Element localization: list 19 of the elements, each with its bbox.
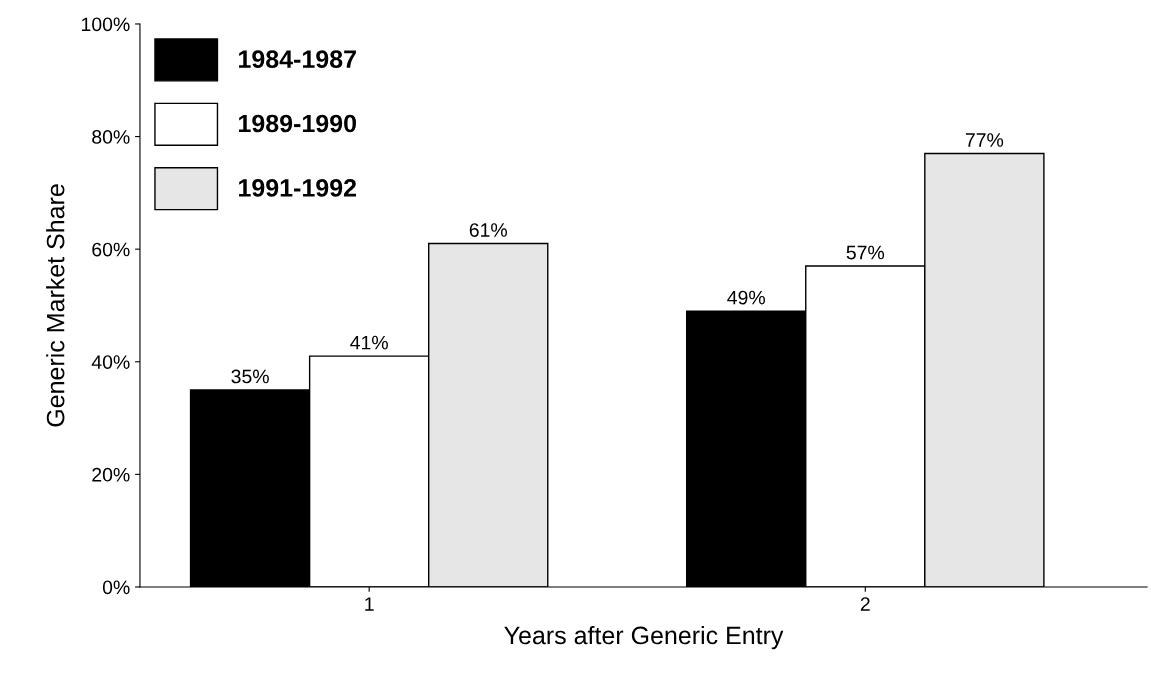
legend-label: 1989-1990 (239, 114, 356, 133)
x-tick-label: 2 (860, 597, 870, 611)
x-axis-title: Years after Generic Entry (504, 625, 784, 650)
legend-label: 1984-1987 (239, 50, 356, 68)
data-label: 35% (231, 369, 269, 384)
y-tick-label: 60% (92, 242, 130, 257)
y-tick-label: 20% (92, 467, 130, 482)
legend-label: 1991-1992 (239, 179, 357, 197)
y-tick-label: 100% (81, 17, 130, 32)
y-tick-label: 0% (102, 580, 130, 595)
data-label: 41% (350, 335, 388, 350)
y-axis-title: Generic Market Share (46, 184, 65, 427)
y-tick-label: 80% (92, 130, 130, 144)
data-label: 77% (965, 133, 1004, 147)
y-tick-label: 40% (91, 355, 130, 370)
data-label: 49% (727, 290, 765, 305)
x-tick-label: 1 (365, 597, 374, 611)
data-label: 57% (846, 245, 885, 260)
data-label: 61% (469, 223, 508, 237)
